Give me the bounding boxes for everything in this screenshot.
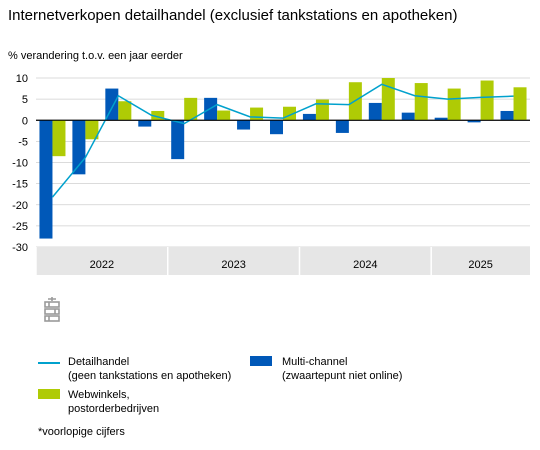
legend-item-multichannel: Multi-channel (zwaartepunt niet online) [282,355,402,383]
bar-webwinkels [250,107,264,121]
bar-multichannel [401,112,415,121]
legend-label-webwinkels-line2: postorderbedrijven [68,403,160,415]
legend-swatch-webwinkels [38,389,60,399]
y-tick-label: -15 [12,179,28,191]
y-tick-label: -30 [12,242,28,254]
chart-title: Internetverkopen detailhandel (exclusief… [8,7,458,24]
y-axis-unit-label: % verandering t.o.v. een jaar eerder [8,50,183,62]
legend-item-detailhandel: Detailhandel (geen tankstations en apoth… [68,355,231,383]
y-tick-label: -5 [18,136,28,148]
bar-multichannel [270,120,283,135]
x-year-label: 2022 [90,259,114,271]
bar-multichannel [138,120,152,127]
bar-multichannel [237,120,251,130]
chart-svg: 10 5 0 -5 -10 -15 -20 -25 -30 2022 2023 2024 2025 [12,73,530,275]
x-year-label: 2025 [468,259,492,271]
y-tick-label: 10 [16,73,28,85]
y-tick-label: -25 [12,221,28,233]
bar-webwinkels [513,87,527,121]
bar-multichannel [434,117,448,121]
bar-webwinkels [447,88,461,121]
legend-label-detailhandel-line1: Detailhandel [68,356,130,368]
bar-webwinkels [151,110,165,121]
y-tick-label: -20 [12,200,28,212]
footnote: *voorlopige cijfers [38,426,125,438]
bar-webwinkels [315,99,329,121]
y-tick-label: -10 [12,158,28,170]
x-axis-band [36,247,530,275]
legend-label-multichannel-line1: Multi-channel [282,356,348,368]
legend-swatch-detailhandel [38,362,60,364]
bar-multichannel [368,102,382,121]
bar-webwinkels [52,120,66,157]
bar-multichannel [302,113,316,121]
y-tick-label: 0 [22,115,28,127]
legend-swatch-multichannel [250,356,272,366]
legend-label-webwinkels-line1: Webwinkels, [68,389,130,401]
bar-multichannel [105,88,119,121]
line-detailhandel [51,83,514,198]
cbs-logo-icon [42,296,62,327]
bar-webwinkels [381,78,395,121]
y-tick-label: 5 [22,94,28,106]
bar-webwinkels [184,97,198,121]
bar-multichannel [335,120,349,133]
bar-webwinkels [414,83,428,121]
x-year-label: 2024 [353,259,377,271]
x-year-label: 2023 [221,259,245,271]
bar-webwinkels [480,80,494,121]
bar-webwinkels [85,120,99,140]
bar-webwinkels [217,110,231,121]
bar-webwinkels [118,101,132,121]
bar-multichannel [467,120,481,123]
bar-multichannel [171,120,185,160]
legend-label-detailhandel-line2: (geen tankstations en apotheken) [68,370,232,382]
legend-label-multichannel-line2: (zwaartepunt niet online) [282,370,403,382]
legend-item-webwinkels: Webwinkels, postorderbedrijven [68,388,159,416]
bar-multichannel [39,120,53,239]
bar-multichannel [500,110,514,121]
